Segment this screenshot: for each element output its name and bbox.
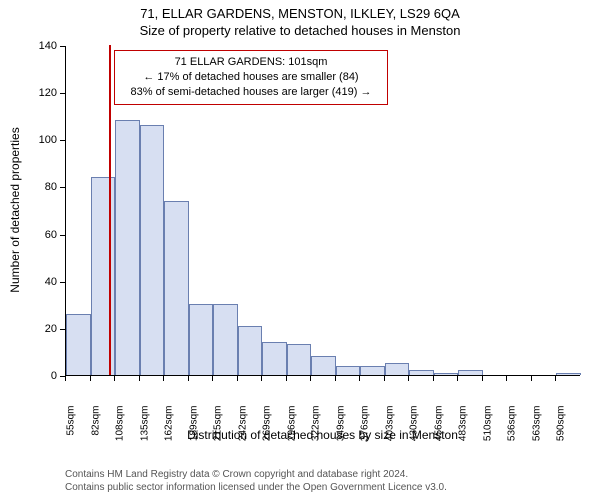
histogram-bar — [140, 125, 165, 375]
x-tick-label: 536sqm — [507, 406, 518, 450]
footer-line1: Contains HM Land Registry data © Crown c… — [65, 468, 447, 481]
x-tick-label: 55sqm — [66, 406, 77, 450]
x-tick-label: 189sqm — [188, 406, 199, 450]
y-tick-label: 140 — [33, 40, 57, 52]
histogram-bar — [189, 304, 214, 375]
y-tick-mark — [60, 140, 65, 141]
x-tick-label: 322sqm — [311, 406, 322, 450]
histogram-bar — [556, 373, 581, 375]
histogram-bar — [238, 326, 263, 376]
histogram-bar — [311, 356, 336, 375]
histogram-bar — [115, 120, 140, 375]
x-tick-label: 108sqm — [115, 406, 126, 450]
chart-subtitle: Size of property relative to detached ho… — [0, 21, 600, 38]
chart-container: 71, ELLAR GARDENS, MENSTON, ILKLEY, LS29… — [0, 0, 600, 500]
x-tick-label: 376sqm — [360, 406, 371, 450]
x-tick-label: 296sqm — [286, 406, 297, 450]
x-tick-mark — [408, 376, 409, 381]
y-axis-label: Number of detached properties — [8, 110, 22, 310]
y-tick-mark — [60, 93, 65, 94]
x-tick-mark — [139, 376, 140, 381]
property-marker-line — [109, 45, 111, 375]
y-tick-label: 120 — [33, 87, 57, 99]
x-tick-mark — [482, 376, 483, 381]
histogram-bar — [458, 370, 483, 375]
x-tick-label: 403sqm — [384, 406, 395, 450]
histogram-bar — [262, 342, 287, 375]
y-tick-label: 40 — [33, 276, 57, 288]
y-tick-label: 80 — [33, 181, 57, 193]
x-tick-mark — [335, 376, 336, 381]
histogram-bar — [91, 177, 116, 375]
y-tick-mark — [60, 46, 65, 47]
x-tick-label: 82sqm — [90, 406, 101, 450]
y-tick-mark — [60, 282, 65, 283]
histogram-bar — [213, 304, 238, 375]
y-tick-mark — [60, 187, 65, 188]
x-tick-label: 590sqm — [556, 406, 567, 450]
footer-line2: Contains public sector information licen… — [65, 481, 447, 494]
x-tick-label: 349sqm — [335, 406, 346, 450]
x-tick-label: 430sqm — [409, 406, 420, 450]
y-tick-label: 0 — [33, 370, 57, 382]
x-tick-mark — [188, 376, 189, 381]
histogram-bar — [336, 366, 361, 375]
x-tick-mark — [359, 376, 360, 381]
x-tick-mark — [65, 376, 66, 381]
x-tick-mark — [237, 376, 238, 381]
x-tick-mark — [310, 376, 311, 381]
x-tick-mark — [457, 376, 458, 381]
x-tick-mark — [433, 376, 434, 381]
x-tick-mark — [90, 376, 91, 381]
x-tick-label: 162sqm — [164, 406, 175, 450]
y-tick-label: 60 — [33, 229, 57, 241]
histogram-bar — [360, 366, 385, 375]
x-tick-mark — [261, 376, 262, 381]
x-tick-mark — [506, 376, 507, 381]
histogram-bar — [66, 314, 91, 375]
x-tick-mark — [286, 376, 287, 381]
x-tick-label: 135sqm — [139, 406, 150, 450]
histogram-bar — [385, 363, 410, 375]
x-tick-label: 215sqm — [213, 406, 224, 450]
annotation-line3: 83% of semi-detached houses are larger (… — [123, 85, 379, 100]
annotation-line1: 71 ELLAR GARDENS: 101sqm — [123, 55, 379, 70]
y-tick-label: 20 — [33, 323, 57, 335]
x-tick-mark — [114, 376, 115, 381]
histogram-bar — [434, 373, 459, 375]
x-tick-label: 483sqm — [458, 406, 469, 450]
x-tick-mark — [531, 376, 532, 381]
x-tick-mark — [163, 376, 164, 381]
x-tick-label: 456sqm — [433, 406, 444, 450]
histogram-bar — [164, 201, 189, 375]
y-tick-mark — [60, 235, 65, 236]
chart-title-address: 71, ELLAR GARDENS, MENSTON, ILKLEY, LS29… — [0, 0, 600, 21]
x-tick-mark — [555, 376, 556, 381]
x-tick-mark — [384, 376, 385, 381]
annotation-box: 71 ELLAR GARDENS: 101sqm ← 17% of detach… — [114, 50, 388, 105]
footer-attribution: Contains HM Land Registry data © Crown c… — [65, 468, 447, 494]
x-tick-mark — [212, 376, 213, 381]
x-tick-label: 269sqm — [262, 406, 273, 450]
x-tick-label: 563sqm — [531, 406, 542, 450]
x-tick-label: 510sqm — [482, 406, 493, 450]
annotation-line2: ← 17% of detached houses are smaller (84… — [123, 70, 379, 85]
y-tick-label: 100 — [33, 134, 57, 146]
y-tick-mark — [60, 329, 65, 330]
histogram-bar — [409, 370, 434, 375]
x-tick-label: 242sqm — [237, 406, 248, 450]
histogram-bar — [287, 344, 312, 375]
